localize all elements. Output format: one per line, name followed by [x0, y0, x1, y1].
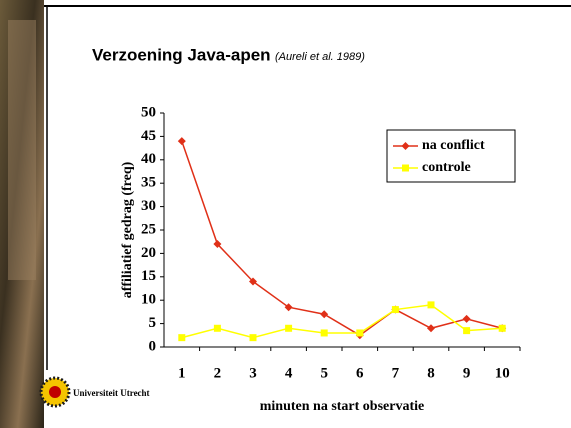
y-tick-label: 15: [141, 268, 156, 284]
slide-title: Verzoening Java-apen: [92, 45, 271, 64]
marker: [463, 327, 471, 335]
x-tick-label: 3: [249, 365, 257, 381]
y-tick-label: 10: [141, 292, 156, 308]
marker: [498, 324, 506, 332]
marker: [177, 137, 186, 146]
y-axis-label: affiliatief gedrag (freq): [120, 161, 135, 298]
marker: [427, 324, 435, 333]
x-tick-label: 1: [178, 365, 186, 381]
legend-label: controle: [422, 160, 471, 175]
marker: [402, 164, 409, 172]
y-tick-label: 50: [141, 104, 156, 120]
series-line: [181, 140, 503, 337]
y-tick-label: 35: [141, 175, 156, 191]
marker: [213, 324, 221, 332]
legend-box: [386, 129, 516, 183]
y-tick-label: 0: [149, 338, 157, 354]
x-tick-label: 10: [495, 365, 510, 381]
marker: [213, 240, 222, 249]
logo: [39, 376, 71, 408]
x-tick-label: 5: [320, 365, 328, 381]
marker: [427, 301, 435, 309]
marker: [356, 329, 364, 337]
tower: [8, 20, 36, 280]
logo-text: Universiteit Utrecht: [73, 388, 150, 398]
y-tick-label: 45: [141, 128, 156, 144]
y-tick-label: 40: [141, 151, 156, 167]
logo-core: [49, 386, 61, 398]
marker: [249, 277, 257, 286]
series-line: [181, 304, 503, 339]
y-tick-label: 25: [141, 221, 156, 237]
marker: [284, 303, 293, 312]
x-tick-label: 9: [463, 365, 471, 381]
marker: [462, 314, 471, 323]
marker: [401, 142, 410, 150]
x-tick-label: 6: [356, 365, 364, 381]
marker: [285, 324, 293, 332]
legend-label: na conflict: [422, 138, 485, 153]
slide-subtitle: (Aureli et al. 1989): [275, 51, 365, 63]
marker: [391, 306, 399, 314]
x-tick-label: 2: [214, 365, 222, 381]
x-tick-label: 8: [427, 365, 435, 381]
marker: [249, 334, 257, 342]
marker: [178, 334, 186, 342]
y-tick-label: 20: [141, 245, 156, 261]
marker: [320, 310, 329, 319]
x-tick-label: 7: [392, 365, 400, 381]
marker: [320, 329, 328, 337]
y-tick-label: 5: [149, 315, 157, 331]
x-axis-label: minuten na start observatie: [260, 399, 425, 414]
x-tick-label: 4: [285, 365, 293, 381]
y-tick-label: 30: [141, 198, 156, 214]
